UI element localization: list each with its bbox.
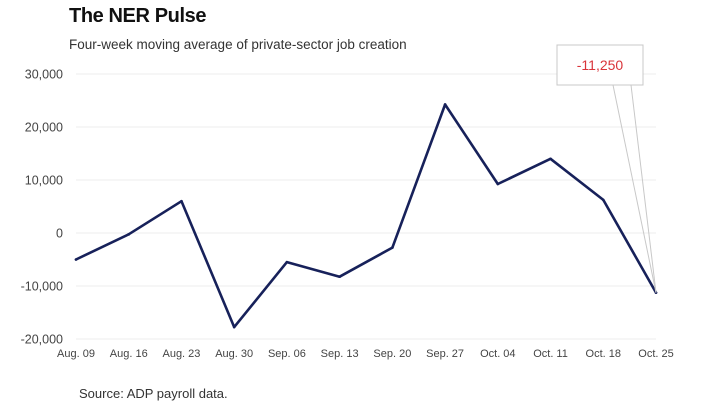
- callout-label: -11,250: [577, 57, 624, 73]
- x-tick-label: Sep. 06: [268, 348, 306, 360]
- x-tick-label: Aug. 16: [110, 348, 148, 360]
- y-tick-label: 0: [56, 227, 63, 241]
- callout-box: [556, 44, 644, 86]
- callout-annotation: -11,250: [556, 44, 657, 293]
- y-tick-label: 10,000: [25, 174, 63, 188]
- y-axis-ticks: 30,000 20,000 10,000 0 -10,000 -20,000: [21, 68, 63, 347]
- x-axis-ticks: Aug. 09 Aug. 16 Aug. 23 Aug. 30 Sep. 06 Sep. …: [57, 348, 674, 360]
- series-line: [74, 103, 658, 329]
- data-point: [443, 103, 447, 106]
- x-tick-label: Oct. 11: [533, 348, 568, 360]
- data-point: [74, 258, 78, 261]
- x-tick-label: Oct. 25: [638, 348, 673, 360]
- y-tick-label: -20,000: [21, 333, 63, 347]
- x-tick-label: Aug. 30: [215, 348, 253, 360]
- x-tick-label: Aug. 23: [162, 348, 200, 360]
- x-tick-label: Sep. 20: [373, 348, 411, 360]
- data-point: [549, 157, 552, 161]
- series-layer: [74, 103, 658, 329]
- data-point: [391, 246, 394, 249]
- gridlines: [76, 73, 656, 340]
- data-point: [232, 325, 236, 329]
- x-tick-label: Sep. 13: [321, 348, 359, 360]
- data-point: [285, 260, 289, 264]
- source-note: Source: ADP payroll data.: [79, 386, 228, 401]
- callout-pointer-right: [630, 84, 657, 293]
- data-point: [338, 275, 341, 279]
- y-tick-label: 20,000: [25, 121, 63, 135]
- x-tick-label: Aug. 09: [57, 348, 95, 360]
- callout-pointer-left: [612, 84, 657, 293]
- chart-subtitle: Four-week moving average of private-sect…: [69, 37, 407, 52]
- y-tick-label: 30,000: [25, 68, 63, 82]
- x-tick-label: Oct. 04: [480, 348, 515, 360]
- data-point: [496, 182, 500, 186]
- data-point: [127, 233, 131, 236]
- data-point: [180, 199, 183, 203]
- data-point: [601, 198, 605, 202]
- chart-title: The NER Pulse: [69, 5, 207, 27]
- x-tick-label: Sep. 27: [426, 348, 464, 360]
- x-tick-label: Oct. 18: [586, 348, 621, 360]
- y-tick-label: -10,000: [21, 280, 63, 294]
